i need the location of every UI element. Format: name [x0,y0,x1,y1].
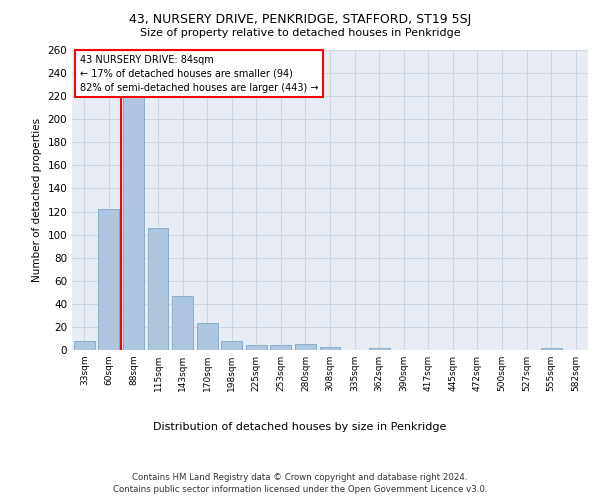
Bar [98,209,119,350]
Bar [172,296,193,350]
Text: Contains public sector information licensed under the Open Government Licence v3: Contains public sector information licen… [113,485,487,494]
Y-axis label: Number of detached properties: Number of detached properties [32,118,42,282]
Bar [295,344,316,350]
Bar [74,341,95,350]
Text: Distribution of detached houses by size in Penkridge: Distribution of detached houses by size … [154,422,446,432]
Bar [197,324,218,350]
Bar [246,346,267,350]
Text: Contains HM Land Registry data © Crown copyright and database right 2024.: Contains HM Land Registry data © Crown c… [132,472,468,482]
Text: Size of property relative to detached houses in Penkridge: Size of property relative to detached ho… [140,28,460,38]
Text: 43 NURSERY DRIVE: 84sqm
← 17% of detached houses are smaller (94)
82% of semi-de: 43 NURSERY DRIVE: 84sqm ← 17% of detache… [80,54,318,92]
Bar [320,346,340,350]
Bar [368,348,389,350]
Bar [221,341,242,350]
Bar [148,228,169,350]
Bar [123,98,144,350]
Bar [541,348,562,350]
Text: 43, NURSERY DRIVE, PENKRIDGE, STAFFORD, ST19 5SJ: 43, NURSERY DRIVE, PENKRIDGE, STAFFORD, … [129,12,471,26]
Bar [271,346,292,350]
